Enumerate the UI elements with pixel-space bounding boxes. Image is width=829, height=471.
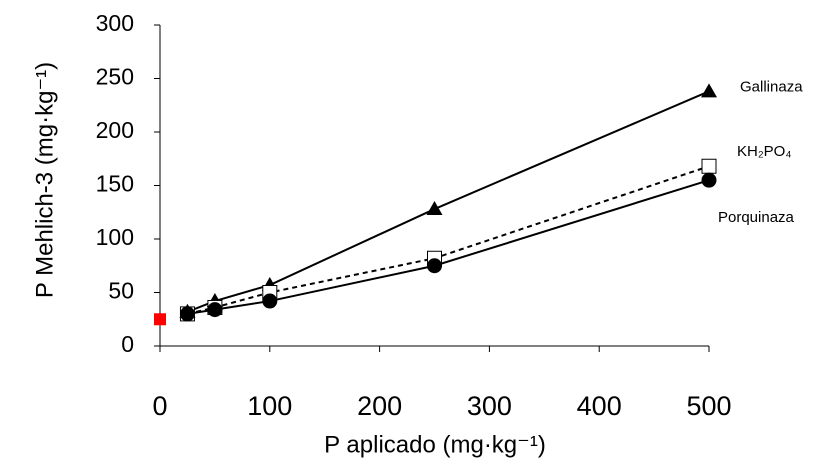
x-axis-label: P aplicado (mg·kg⁻¹) — [324, 431, 546, 458]
y-tick-label: 150 — [96, 171, 134, 197]
x-tick-label: 0 — [152, 391, 167, 421]
marker — [701, 158, 717, 174]
series-line — [187, 90, 710, 313]
x-tick-label: 100 — [247, 391, 292, 421]
series-label: Gallinaza — [740, 78, 803, 95]
y-tick-label: 50 — [108, 278, 134, 304]
y-axis-label: P Mehlich-3 (mg·kg⁻¹) — [31, 62, 58, 298]
y-tick-label: 300 — [96, 10, 134, 36]
y-tick-label: 0 — [121, 331, 134, 357]
marker — [701, 83, 717, 98]
y-tick-label: 250 — [96, 64, 134, 90]
marker — [262, 293, 278, 309]
y-tick-label: 200 — [96, 117, 134, 143]
marker — [207, 302, 223, 318]
marker — [179, 306, 195, 322]
marker — [426, 201, 443, 216]
marker — [427, 258, 442, 274]
x-tick-label: 300 — [467, 391, 512, 421]
series-label: KH₂PO₄ — [737, 143, 791, 160]
series-label: Porquinaza — [718, 209, 795, 226]
y-tick-label: 100 — [96, 224, 134, 250]
x-tick-label: 500 — [686, 391, 731, 421]
marker — [154, 313, 166, 326]
x-tick-label: 200 — [357, 391, 402, 421]
x-tick-label: 400 — [577, 391, 622, 421]
marker — [701, 172, 717, 188]
